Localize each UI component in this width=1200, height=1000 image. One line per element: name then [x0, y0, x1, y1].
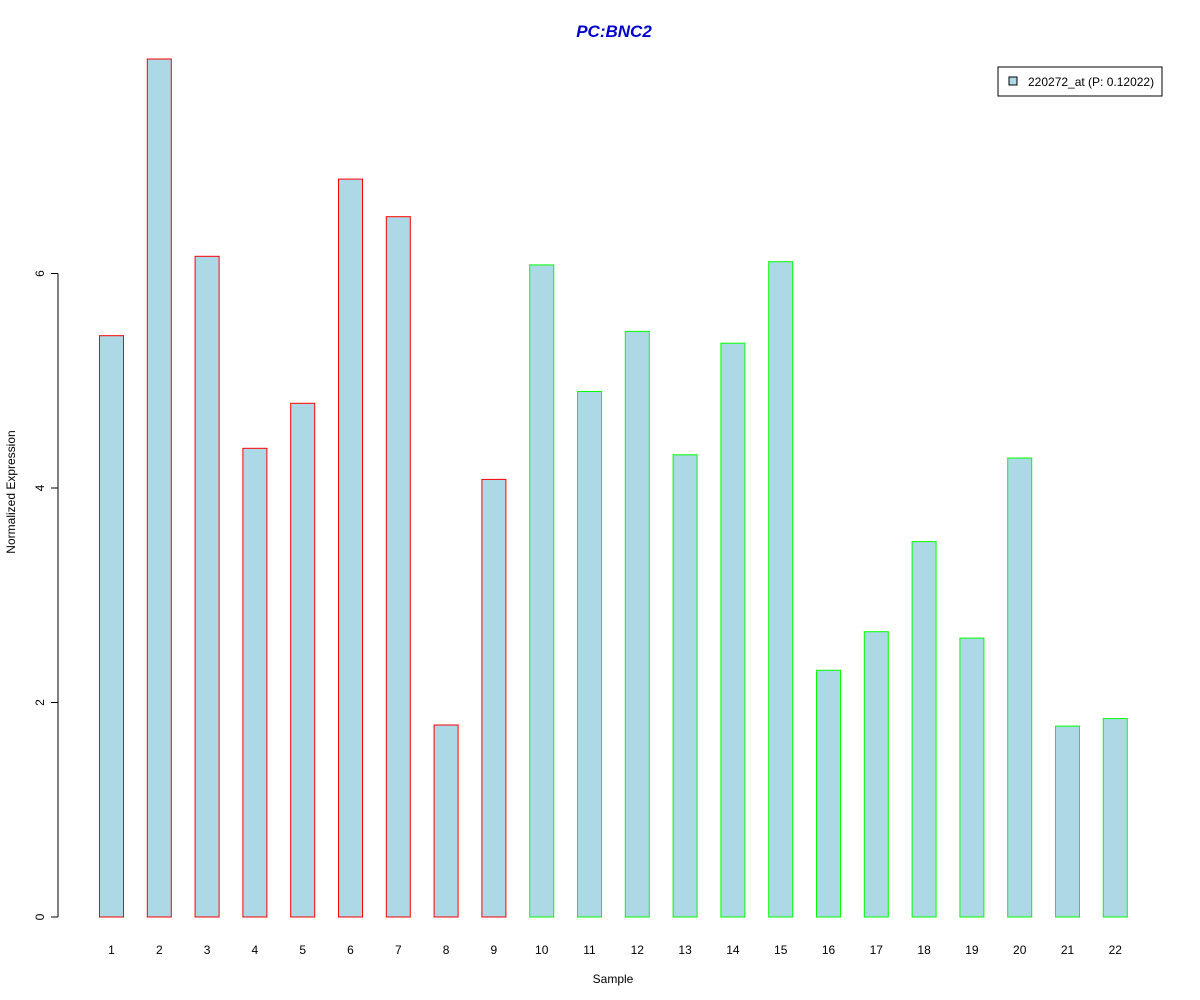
bar-sample-11: [577, 391, 602, 918]
legend-swatch: [1008, 76, 1018, 86]
x-tick-label: 6: [347, 943, 354, 957]
bar-sample-13: [672, 454, 698, 918]
bar-sample-6: [338, 178, 363, 918]
bar-sample-3: [194, 255, 220, 918]
x-tick-label: 5: [299, 943, 306, 957]
bar-sample-7: [385, 216, 411, 918]
x-tick-label: 13: [678, 943, 692, 957]
y-axis: 0 2 4 6: [33, 270, 59, 920]
y-tick-label: 0: [33, 913, 47, 920]
x-tick-label: 11: [583, 943, 596, 957]
legend-box: [997, 66, 1163, 97]
x-tick-label: 12: [631, 943, 645, 957]
x-tick-label: 18: [917, 943, 931, 957]
y-tick-label: 2: [33, 699, 47, 706]
x-tick-label: 8: [443, 943, 450, 957]
bar-sample-4: [242, 447, 268, 918]
bar-sample-8: [433, 724, 459, 918]
bar-sample-5: [290, 402, 316, 918]
bar-sample-15: [768, 261, 794, 918]
bar-sample-22: [1102, 718, 1128, 918]
bar-sample-16: [816, 669, 841, 918]
x-tick-label: 17: [870, 943, 884, 957]
bar-sample-21: [1055, 725, 1080, 918]
x-tick-label: 1: [108, 943, 115, 957]
x-tick-label: 4: [252, 943, 259, 957]
x-tick-labels: 1 2 3 4 5 6 7 8 9 10 11 12 13 14 15 16 17 18 19 20 21 22: [108, 943, 1122, 957]
x-tick-label: 21: [1061, 943, 1075, 957]
bar-sample-2: [146, 58, 172, 918]
x-tick-label: 20: [1013, 943, 1027, 957]
bar-sample-20: [1007, 457, 1033, 918]
bar-sample-19: [959, 637, 985, 918]
x-tick-label: 19: [965, 943, 979, 957]
bars: [99, 58, 1128, 918]
bar-sample-18: [911, 541, 937, 918]
y-tick-label: 6: [33, 270, 47, 277]
x-tick-label: 9: [491, 943, 498, 957]
x-tick-label: 3: [204, 943, 211, 957]
bar-sample-14: [720, 342, 746, 918]
x-tick-label: 10: [535, 943, 549, 957]
bar-sample-10: [529, 264, 555, 918]
x-tick-label: 16: [822, 943, 836, 957]
y-axis-label: Normalized Expression: [4, 430, 18, 553]
legend-label: 220272_at (P: 0.12022): [1028, 75, 1154, 89]
y-tick-label: 4: [33, 484, 47, 491]
legend: 220272_at (P: 0.12022): [997, 66, 1163, 97]
bar-sample-17: [863, 631, 889, 918]
x-tick-label: 14: [726, 943, 740, 957]
x-tick-label: 7: [395, 943, 402, 957]
bar-sample-12: [624, 330, 650, 918]
x-tick-label: 22: [1109, 943, 1123, 957]
chart-title: PC:BNC2: [576, 22, 652, 41]
x-axis-label: Sample: [593, 972, 634, 986]
x-tick-label: 2: [156, 943, 163, 957]
x-tick-label: 15: [774, 943, 788, 957]
bar-sample-1: [99, 335, 124, 918]
bar-sample-9: [481, 478, 507, 918]
